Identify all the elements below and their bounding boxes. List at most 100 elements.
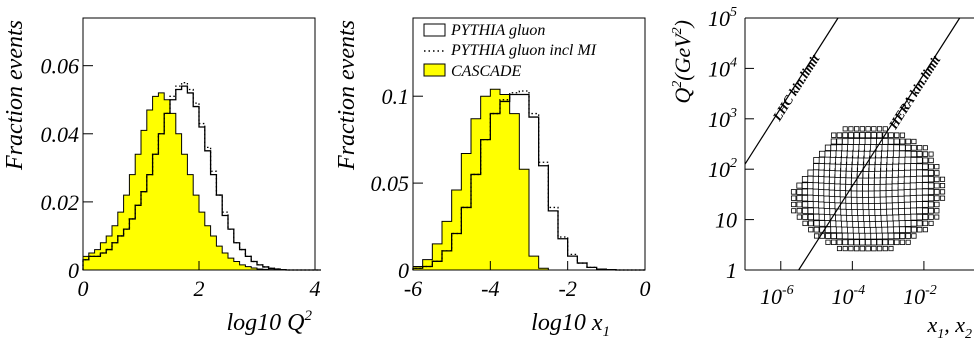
density-cell	[882, 126, 888, 132]
density-cell	[830, 144, 838, 152]
density-cell	[928, 214, 934, 220]
q2-vs-x-y-ticks: 1 10 102 103 104 105	[708, 5, 754, 283]
density-cell	[928, 163, 934, 170]
density-cell	[916, 200, 924, 209]
density-cell	[934, 201, 940, 208]
density-cell	[836, 232, 843, 240]
x1-series-2-dotted-histogram	[412, 90, 645, 271]
q2-x-axis-label: log10 Q2	[227, 308, 313, 336]
density-cell	[933, 176, 940, 183]
density-cell	[921, 194, 929, 202]
density-cell	[790, 189, 797, 195]
density-cell	[796, 201, 803, 208]
density-cell	[819, 150, 826, 158]
density-cell	[836, 246, 842, 252]
density-cell	[847, 239, 854, 246]
density-cell	[893, 232, 900, 240]
density-cell	[841, 138, 849, 145]
q2-vs-x-panel: LHC kin.limit HERA kin.limit 10-6 10-4 10-2…	[670, 5, 974, 341]
density-cell	[928, 220, 934, 226]
density-cell	[864, 232, 872, 240]
density-cell	[910, 207, 918, 215]
x1-x-tick-label: -2	[559, 276, 577, 301]
density-cell	[910, 220, 918, 227]
q2-vs-x-x-tick-label: 10-4	[832, 283, 866, 309]
density-cell	[830, 226, 838, 234]
density-cell	[825, 239, 831, 245]
density-cell	[893, 226, 901, 234]
x1-frame	[412, 17, 646, 271]
q2-vs-x-y-tick-label: 10	[715, 208, 737, 233]
x1-x-ticks: -6 -4 -2 0	[404, 261, 651, 301]
density-cell	[910, 213, 918, 221]
density-cell	[847, 232, 855, 240]
density-cell	[801, 182, 809, 189]
density-cell	[865, 245, 871, 252]
x1-y-ticks: 0 0.05 0.1	[371, 84, 423, 283]
density-cell	[871, 245, 877, 252]
q2-y-tick-label: 0.06	[41, 54, 80, 79]
legend-label-pythia-gluon: PYTHIA gluon	[450, 22, 545, 39]
density-cell	[911, 144, 917, 151]
q2-x-tick-label: 0	[78, 276, 89, 301]
density-cell	[836, 138, 843, 145]
density-cell	[813, 213, 820, 221]
density-cell	[922, 207, 929, 214]
density-cell	[796, 214, 802, 220]
density-cell	[916, 226, 923, 233]
density-cell	[791, 208, 797, 214]
density-cell	[928, 201, 935, 208]
density-cell	[893, 239, 900, 246]
density-cell	[899, 132, 906, 138]
legend-label-cascade: CASCADE	[451, 63, 521, 80]
density-cell	[859, 132, 866, 139]
density-cell	[865, 126, 871, 132]
density-cell	[933, 195, 940, 201]
density-cell	[927, 182, 935, 189]
density-cell	[807, 207, 815, 215]
x1-x-tick-label: 0	[640, 276, 651, 301]
density-cell	[898, 150, 907, 158]
x1-plot-area	[412, 88, 645, 271]
density-cell	[922, 151, 929, 157]
q2-vs-x-plot-area: LHC kin.limit HERA kin.limit	[744, 17, 961, 271]
density-cell	[853, 138, 861, 145]
density-cell	[836, 132, 843, 138]
density-cell	[904, 156, 912, 165]
density-cell	[791, 201, 797, 208]
density-cell	[870, 132, 877, 139]
density-cell	[905, 239, 911, 245]
density-cell	[899, 138, 906, 145]
density-cell	[813, 220, 820, 227]
density-cell	[887, 144, 895, 152]
density-cell	[802, 220, 808, 227]
q2-vs-x-x-tick-label: 10-2	[903, 283, 937, 309]
density-cell	[801, 194, 809, 202]
density-cell	[870, 239, 877, 246]
q2-vs-x-y-axis-label: Q2(GeV2)	[670, 20, 695, 104]
density-cell	[876, 245, 883, 252]
x1-distribution-panel: -6 -4 -2 0 0 0.05 0.1 Fraction events log10 x…	[334, 17, 651, 340]
q2-series-0-filled-histogram	[82, 92, 321, 271]
density-cell	[871, 126, 877, 132]
density-cell	[893, 138, 900, 145]
density-cell	[916, 157, 923, 164]
q2-vs-x-y-tick-label: 105	[708, 5, 737, 31]
density-cell	[813, 157, 820, 164]
density-cell	[934, 214, 940, 220]
density-cell	[899, 239, 906, 245]
density-cell	[921, 188, 929, 196]
density-cell	[922, 163, 929, 170]
density-cell	[933, 189, 940, 195]
density-cell	[830, 232, 837, 240]
density-cell	[824, 144, 832, 151]
density-cell	[928, 157, 934, 164]
q2-vs-x-x-tick-label: 10-6	[760, 283, 794, 309]
density-cell	[916, 151, 923, 158]
density-cell	[915, 194, 924, 202]
density-cell	[894, 132, 900, 138]
q2-y-ticks: 0 0.02 0.04 0.06	[41, 54, 93, 283]
x1-y-tick-label: 0.05	[371, 171, 410, 196]
density-cell	[796, 195, 803, 202]
